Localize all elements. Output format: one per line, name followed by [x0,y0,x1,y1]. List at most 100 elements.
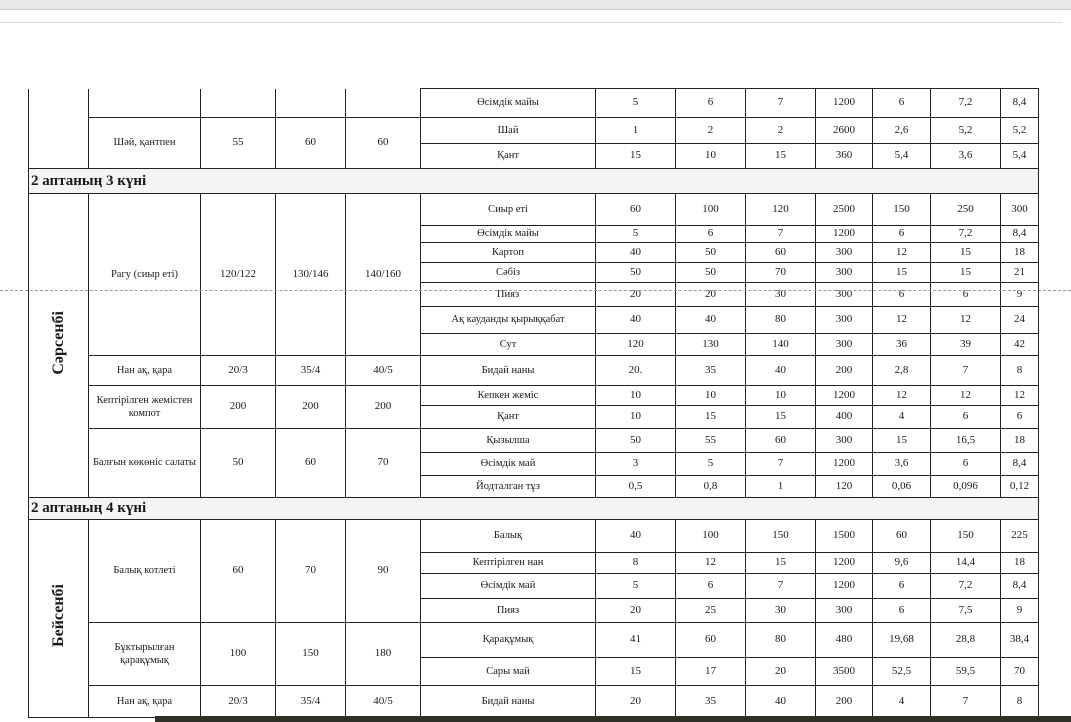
ingredient-name: Балық [420,519,596,553]
portion-size: 20/3 [200,355,276,386]
portion-size: 200 [345,385,421,429]
ingredient-value: 9,6 [872,552,931,574]
ingredient-value: 2,8 [872,355,931,386]
ingredient-value: 5,4 [872,143,931,169]
ingredient-value: 10 [595,385,676,406]
ingredient-value: 7 [745,573,816,599]
ingredient-value: 6 [930,452,1001,476]
portion-size: 200 [200,385,276,429]
ingredient-value: 35 [675,685,746,718]
ingredient-value: 7,2 [930,88,1001,118]
portion-size: 40/5 [345,355,421,386]
ingredient-value: 120 [595,333,676,356]
portion-size: 90 [345,519,421,623]
ingredient-value: 50 [595,428,676,453]
ingredient-value: 100 [675,519,746,553]
ingredient-value: 5,2 [1000,117,1039,144]
ingredient-value: 5 [595,573,676,599]
ingredient-name: Картоп [420,242,596,263]
ingredient-value: 1200 [815,573,873,599]
ingredient-value: 0,12 [1000,475,1039,498]
ingredient-value: 0,096 [930,475,1001,498]
ingredient-value: 15 [675,405,746,429]
day-header: 2 аптаның 4 күні [28,497,1039,520]
ingredient-value: 12 [930,385,1001,406]
dish-name: Балық котлеті [88,519,201,623]
ingredient-value: 20 [595,282,676,307]
ingredient-value: 225 [1000,519,1039,553]
ingredient-value: 10 [595,405,676,429]
table-row: Қант 10 15 15 400 4 6 6 [29,405,1039,429]
ingredient-value: 300 [815,333,873,356]
ingredient-name: Кептірілген нан [420,552,596,574]
ingredient-value: 39 [930,333,1001,356]
day-header: 2 аптаның 3 күні [28,168,1039,194]
ingredient-value: 60 [745,242,816,263]
weekday-cell: Бейсенбі [28,519,89,718]
weekday-cell [28,88,89,169]
table-row: Кептірілген нан 8 12 15 1200 9,6 14,4 18 [29,552,1039,574]
ingredient-value: 6 [675,225,746,243]
ingredient-value: 400 [815,405,873,429]
ingredient-value: 8,4 [1000,225,1039,243]
ingredient-value: 30 [745,282,816,307]
table-row: Бейсенбі Балық котлеті 60 70 90 Балық 40 100 150… [28,519,1039,718]
portion-size: 55 [200,117,276,169]
ingredient-value: 7 [930,355,1001,386]
ingredient-value: 10 [745,385,816,406]
ingredient-value: 15 [595,143,676,169]
ingredient-value: 10 [675,385,746,406]
ingredient-value: 140 [745,333,816,356]
ingredient-value: 6 [872,598,931,623]
ingredient-value: 36 [872,333,931,356]
ingredient-value: 15 [872,428,931,453]
ingredient-value: 2 [745,117,816,144]
ingredient-value: 15 [745,552,816,574]
ingredient-value: 0,8 [675,475,746,498]
ingredient-value: 8,4 [1000,573,1039,599]
ingredient-value: 300 [815,242,873,263]
ingredient-value: 80 [745,306,816,334]
ingredient-value: 59,5 [930,657,1001,686]
ingredient-value: 1200 [815,225,873,243]
ingredient-value: 130 [675,333,746,356]
bottom-bar [155,716,1071,722]
ingredient-name: Қарақұмық [420,622,596,658]
ingredient-value: 300 [815,598,873,623]
ingredient-value: 15 [930,242,1001,263]
ingredient-value: 21 [1000,262,1039,283]
ingredient-value: 6 [872,573,931,599]
table-row: Сәрсенбі Рагу (сиыр еті) 120/122 130/146 140… [28,193,1039,498]
ingredient-name: Қызылша [420,428,596,453]
ingredient-name: Өсімдік майы [420,88,596,118]
ingredient-value: 18 [1000,428,1039,453]
dish-name: Нан ақ, қара [88,355,201,386]
browser-top-bar [0,0,1071,10]
ingredient-value: 20. [595,355,676,386]
ingredient-value: 7 [745,452,816,476]
ingredient-value: 9 [1000,282,1039,307]
portion-size: 20/3 [200,685,276,718]
ingredient-value: 4 [872,685,931,718]
ingredient-name: Сут [420,333,596,356]
ingredient-value: 250 [930,193,1001,226]
ingredient-value: 41 [595,622,676,658]
ingredient-value: 18 [1000,242,1039,263]
ingredient-value: 6 [930,282,1001,307]
ingredient-value: 300 [815,262,873,283]
table-row: Қант 15 10 15 360 5,4 3,6 5,4 [29,143,1039,169]
ingredient-value: 20 [745,657,816,686]
ingredient-value: 120 [745,193,816,226]
table-row: Пияз 20 20 30 300 6 6 9 [29,282,1039,307]
table-row: Нан ақ, қара 20/3 35/4 40/5 Бидай наны 20 35 40… [29,685,1039,718]
ingredient-value: 1200 [815,385,873,406]
ingredient-value: 300 [1000,193,1039,226]
weekday-cell: Сәрсенбі [28,193,89,498]
ingredient-value: 6 [872,225,931,243]
day-header-row: 2 аптаның 3 күні [28,168,1039,194]
ingredient-value: 17 [675,657,746,686]
ingredient-value: 20 [595,598,676,623]
ingredient-value: 12 [930,306,1001,334]
scan-artifact-line [0,290,1071,291]
table-row: Балғын көкөніс салаты 50 60 70 Қызылша 50 55 60… [29,428,1039,498]
